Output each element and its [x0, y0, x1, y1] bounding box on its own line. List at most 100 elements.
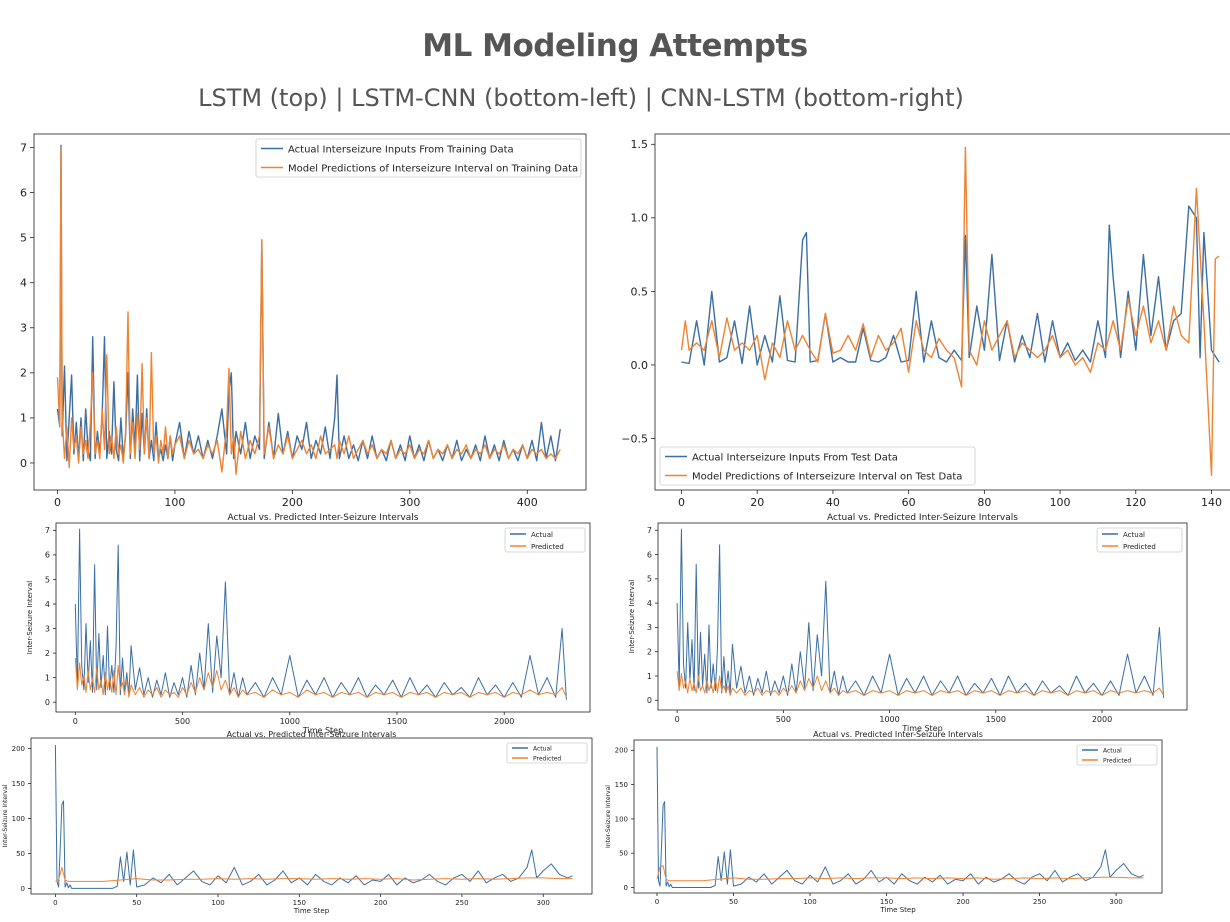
legend: Actual Predicted [1076, 744, 1158, 766]
chart-svg: 0 500 1000 1500 2000 0 1 2 3 4 5 6 7 Actual vs. Predi… [26, 513, 591, 735]
x-tick-label: 50 [729, 898, 738, 906]
legend-label: Predicted [1103, 757, 1131, 764]
plot-frame [633, 739, 1163, 894]
x-tick-label: 0 [655, 898, 659, 906]
lstm-test-chart: 0 20 40 60 80 100 120 140 −0.5 0.0 0.5 1.0 1.5 Actual… [600, 130, 1230, 515]
y-tick-label: 0.0 [631, 359, 649, 372]
x-tick-label: 1500 [986, 715, 1006, 724]
x-tick-label: 300 [537, 899, 550, 907]
legend-box [659, 446, 976, 486]
legend-label: Actual Interseizure Inputs From Test Dat… [692, 452, 898, 463]
y-axis-label: Inter-Seizure Interval [628, 580, 636, 653]
chart-svg: 0 100 200 300 400 0 1 2 3 4 5 6 7 Actual Interseizure… [20, 133, 587, 509]
x-tick-label: 50 [132, 899, 141, 907]
y-tick-label: 0 [45, 698, 50, 707]
y-tick-label: 3 [45, 624, 50, 633]
legend-label: Actual [531, 531, 553, 539]
series-line-actual [74, 528, 567, 700]
series-line-predicted [676, 671, 1165, 696]
x-tick-label: 100 [1050, 496, 1071, 509]
x-tick-label: 1500 [387, 717, 407, 726]
y-tick-label: 6 [647, 550, 652, 559]
x-tick-label: 1000 [280, 717, 300, 726]
x-tick-label: 20 [750, 496, 764, 509]
x-tick-label: 1000 [879, 715, 899, 724]
cnn-lstm-raw-chart: 0 50 100 150 200 250 300 0 50 100 150 200 Actual vs.… [600, 727, 1230, 922]
x-tick-label: 300 [1109, 898, 1122, 906]
x-tick-label: 60 [902, 496, 916, 509]
cnn-lstm-chart: 0 500 1000 1500 2000 0 1 2 3 4 5 6 7 Actual vs. Predi… [600, 510, 1230, 733]
y-axis-label: Inter-Seizure Interval [605, 785, 612, 848]
legend-label: Predicted [1123, 543, 1156, 551]
y-tick-label: 5 [20, 231, 27, 244]
legend-label: Actual [533, 745, 552, 752]
legend-label: Actual Interseizure Inputs From Training… [288, 144, 514, 155]
x-tick-label: 150 [880, 898, 893, 906]
y-tick-label: 5 [647, 575, 652, 584]
x-tick-label: 140 [1201, 496, 1222, 509]
page-subtitle: LSTM (top) | LSTM-CNN (bottom-left) | CN… [198, 84, 964, 112]
series-line-predicted [656, 865, 1144, 882]
y-tick-label: 1 [20, 412, 27, 425]
x-tick-label: 250 [1033, 898, 1046, 906]
page-title: ML Modeling Attempts [422, 28, 808, 64]
x-axis-label: Time Step [879, 906, 916, 914]
y-tick-label: 2 [45, 649, 50, 658]
plot-frame [654, 133, 1230, 491]
x-tick-label: 0 [678, 496, 685, 509]
y-tick-label: 5 [45, 575, 50, 584]
x-axis-label: Time Step [302, 726, 343, 735]
legend: Actual Predicted [1096, 527, 1183, 553]
y-tick-label: 0.5 [631, 285, 649, 298]
series-line-actual [54, 744, 573, 889]
x-tick-label: 100 [211, 899, 224, 907]
plot-frame [30, 737, 593, 895]
chart-title: Actual vs. Predicted Inter-Seizure Inter… [228, 513, 419, 523]
x-tick-label: 500 [776, 715, 791, 724]
legend-box [255, 138, 582, 178]
x-tick-label: 2000 [1092, 715, 1112, 724]
y-tick-label: 100 [12, 815, 25, 823]
x-tick-label: 300 [399, 496, 420, 509]
series-line-actual [656, 746, 1144, 888]
chart-title: Actual vs. Predicted Inter-Seizure Inter… [827, 513, 1018, 523]
x-tick-label: 150 [293, 899, 306, 907]
x-tick-label: 120 [1125, 496, 1146, 509]
y-tick-label: 1 [45, 673, 50, 682]
y-tick-label: 1 [647, 672, 652, 681]
x-tick-label: 500 [175, 717, 190, 726]
y-tick-label: 4 [45, 600, 50, 609]
chart-svg: 0 20 40 60 80 100 120 140 −0.5 0.0 0.5 1.0 1.5 Actual… [621, 133, 1230, 509]
series-line-actual [681, 205, 1220, 366]
x-tick-label: 250 [455, 899, 468, 907]
legend: Actual Interseizure Inputs From Test Dat… [659, 446, 976, 486]
legend-label: Model Predictions of Interseizure Interv… [692, 471, 962, 482]
series-line-predicted [55, 866, 573, 882]
y-tick-label: −0.5 [621, 432, 648, 445]
series-line-predicted [680, 146, 1220, 476]
y-tick-label: 2 [20, 367, 27, 380]
legend-label: Predicted [533, 755, 561, 762]
series-line-predicted [74, 657, 567, 698]
x-tick-label: 200 [282, 496, 303, 509]
x-tick-label: 0 [675, 715, 680, 724]
x-tick-label: 80 [977, 496, 991, 509]
chart-svg: 0 50 100 150 200 250 300 0 50 100 150 200 Actual vs.… [605, 730, 1163, 914]
plot-frame [33, 133, 587, 491]
x-tick-label: 0 [53, 899, 57, 907]
y-tick-label: 7 [45, 526, 50, 535]
y-tick-label: 4 [647, 599, 652, 608]
x-tick-label: 0 [73, 717, 78, 726]
y-tick-label: 50 [16, 850, 25, 858]
y-tick-label: 7 [20, 141, 27, 154]
chart-svg: 0 50 100 150 200 250 300 0 50 100 150 200 Actual vs.… [2, 730, 593, 915]
x-tick-label: 200 [956, 898, 969, 906]
y-tick-label: 150 [12, 780, 25, 788]
y-tick-label: 200 [12, 745, 25, 753]
x-tick-label: 40 [826, 496, 840, 509]
chart-title: Actual vs. Predicted Inter-Seizure Inter… [813, 730, 983, 739]
y-tick-label: 6 [45, 551, 50, 560]
y-tick-label: 200 [615, 747, 628, 755]
legend: Actual Interseizure Inputs From Training… [255, 138, 582, 178]
y-tick-label: 100 [615, 815, 628, 823]
